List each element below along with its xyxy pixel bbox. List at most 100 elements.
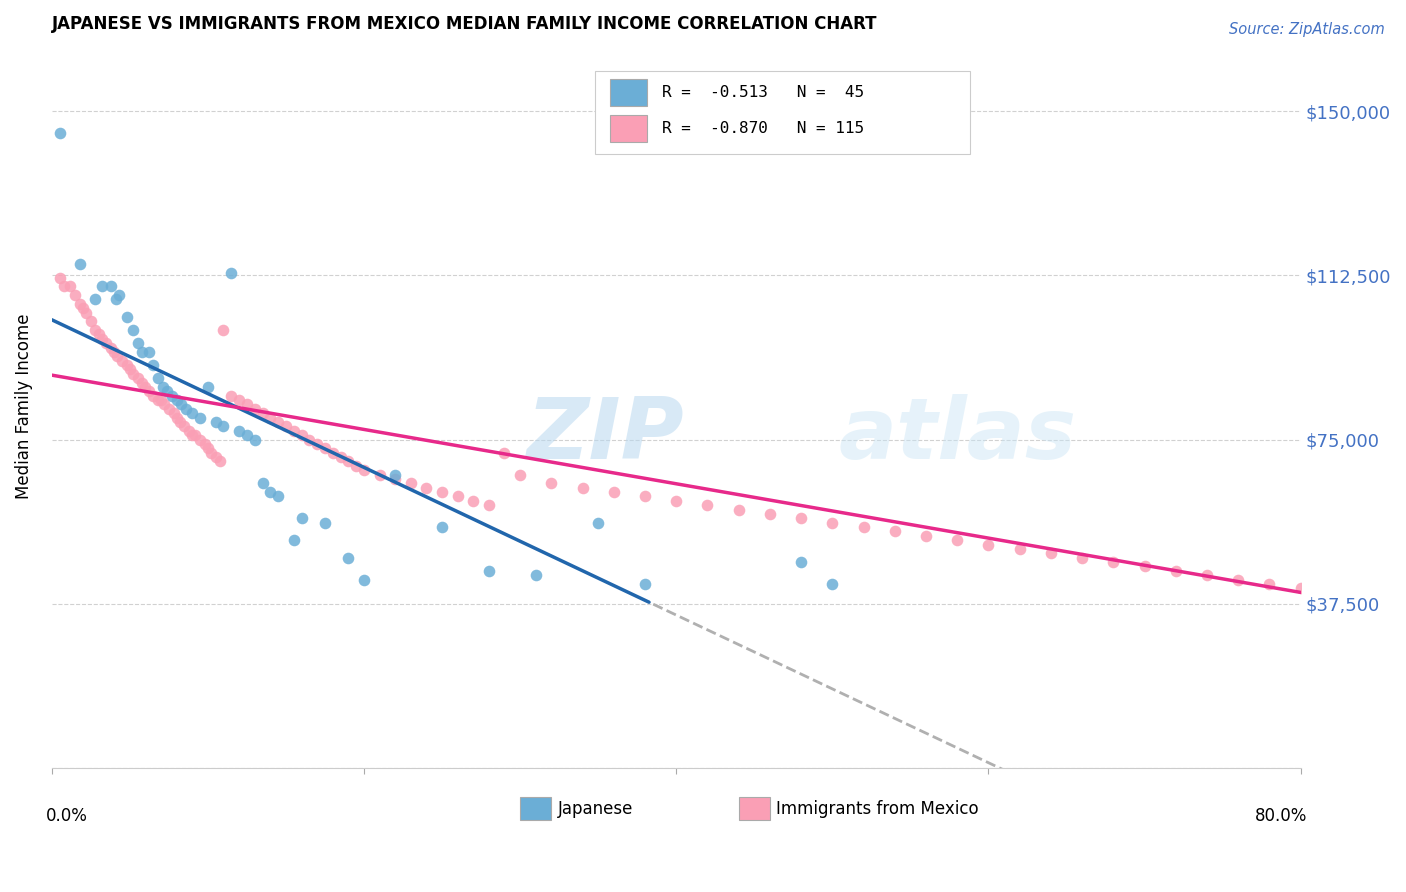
- Text: atlas: atlas: [838, 394, 1077, 477]
- Point: [446, 489, 468, 503]
- Point: [353, 573, 375, 587]
- Point: [153, 397, 176, 411]
- Point: [169, 415, 191, 429]
- Point: [184, 428, 207, 442]
- Point: [150, 393, 173, 408]
- Point: [665, 493, 688, 508]
- FancyBboxPatch shape: [520, 797, 551, 821]
- Point: [115, 310, 138, 324]
- Point: [100, 279, 122, 293]
- Point: [790, 555, 813, 569]
- Point: [170, 397, 193, 411]
- Point: [634, 577, 657, 591]
- Point: [228, 393, 250, 408]
- Point: [290, 511, 312, 525]
- Point: [634, 489, 657, 503]
- Point: [122, 323, 145, 337]
- Point: [181, 428, 204, 442]
- Point: [267, 489, 290, 503]
- Point: [915, 529, 938, 543]
- Point: [90, 332, 112, 346]
- Point: [166, 393, 188, 408]
- Point: [212, 419, 235, 434]
- Point: [430, 485, 453, 500]
- Point: [337, 454, 360, 468]
- Text: R =  -0.870   N = 115: R = -0.870 N = 115: [662, 121, 865, 136]
- Point: [1039, 546, 1062, 560]
- Point: [84, 323, 107, 337]
- Point: [228, 424, 250, 438]
- Point: [1227, 573, 1250, 587]
- Point: [174, 401, 197, 416]
- Point: [108, 288, 131, 302]
- Point: [75, 305, 97, 319]
- Point: [243, 401, 266, 416]
- Point: [1289, 582, 1312, 596]
- Point: [1399, 577, 1406, 591]
- Text: R =  -0.513   N =  45: R = -0.513 N = 45: [662, 85, 865, 100]
- Point: [603, 485, 626, 500]
- Point: [290, 428, 312, 442]
- Point: [188, 410, 211, 425]
- FancyBboxPatch shape: [610, 78, 648, 106]
- Point: [219, 389, 242, 403]
- Point: [48, 126, 70, 140]
- Point: [1133, 559, 1156, 574]
- Point: [1320, 585, 1343, 599]
- Text: JAPANESE VS IMMIGRANTS FROM MEXICO MEDIAN FAMILY INCOME CORRELATION CHART: JAPANESE VS IMMIGRANTS FROM MEXICO MEDIA…: [52, 15, 877, 33]
- Point: [84, 293, 107, 307]
- Point: [69, 297, 91, 311]
- Point: [200, 445, 222, 459]
- Text: 80.0%: 80.0%: [1254, 807, 1308, 825]
- Point: [727, 502, 749, 516]
- Point: [384, 472, 406, 486]
- Point: [111, 353, 134, 368]
- Point: [87, 327, 110, 342]
- Point: [194, 437, 217, 451]
- FancyBboxPatch shape: [738, 797, 770, 821]
- Point: [59, 279, 82, 293]
- Point: [1008, 541, 1031, 556]
- Point: [243, 433, 266, 447]
- Point: [540, 476, 562, 491]
- Point: [152, 380, 174, 394]
- Point: [283, 424, 305, 438]
- Point: [131, 376, 153, 390]
- Point: [267, 415, 290, 429]
- Point: [274, 419, 297, 434]
- Point: [118, 362, 141, 376]
- Point: [524, 568, 547, 582]
- Point: [131, 345, 153, 359]
- Point: [156, 384, 179, 399]
- Point: [134, 380, 156, 394]
- Point: [103, 345, 125, 359]
- Point: [69, 257, 91, 271]
- Point: [1384, 573, 1406, 587]
- Point: [179, 424, 201, 438]
- Point: [96, 336, 118, 351]
- Point: [197, 442, 219, 456]
- Point: [252, 476, 274, 491]
- Point: [197, 380, 219, 394]
- FancyBboxPatch shape: [595, 71, 970, 154]
- Point: [104, 293, 127, 307]
- Point: [322, 445, 344, 459]
- Point: [509, 467, 531, 482]
- Point: [209, 454, 232, 468]
- Point: [353, 463, 375, 477]
- Point: [415, 481, 437, 495]
- Point: [115, 358, 138, 372]
- Point: [160, 389, 183, 403]
- Point: [259, 485, 281, 500]
- Point: [204, 450, 226, 464]
- Point: [236, 397, 259, 411]
- Point: [1102, 555, 1125, 569]
- Point: [307, 437, 329, 451]
- Point: [283, 533, 305, 548]
- Text: ZIP: ZIP: [526, 394, 683, 477]
- FancyBboxPatch shape: [610, 115, 648, 143]
- Point: [138, 345, 160, 359]
- Point: [337, 550, 360, 565]
- Point: [571, 481, 593, 495]
- Y-axis label: Median Family Income: Median Family Income: [15, 314, 32, 500]
